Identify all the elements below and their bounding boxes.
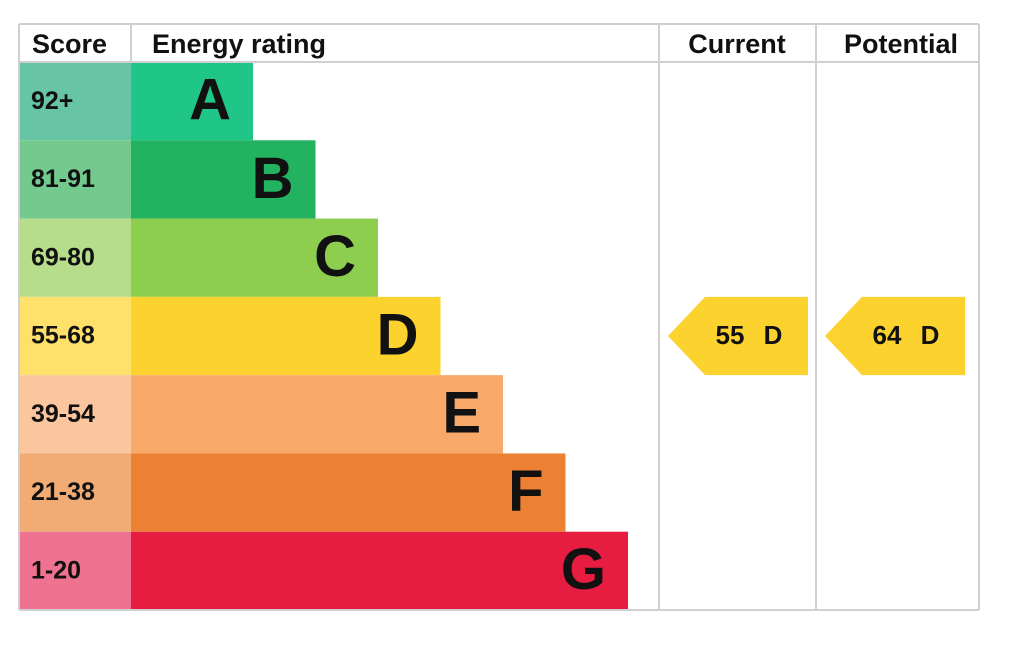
score-label: 1-20 [31, 556, 81, 584]
rating-letter: A [189, 67, 231, 132]
score-cell [19, 218, 131, 297]
rating-letter: B [252, 146, 294, 211]
score-cell [19, 531, 131, 610]
rating-letter: G [561, 537, 606, 602]
score-label: 92+ [31, 87, 73, 115]
arrow-letter: D [764, 320, 783, 350]
score-cell [19, 296, 131, 376]
rating-bar [131, 453, 566, 532]
rating-bar [131, 62, 253, 141]
header-potential: Potential [844, 29, 958, 59]
score-cell [19, 140, 131, 219]
score-label: 39-54 [31, 400, 95, 428]
rating-letter: C [314, 224, 356, 289]
rating-bar [131, 375, 503, 454]
rating-letter: D [377, 302, 419, 367]
rating-bar [131, 296, 441, 376]
arrow-value: 64 [873, 320, 902, 350]
header-score: Score [32, 29, 107, 59]
score-label: 81-91 [31, 165, 95, 193]
rating-letter: E [442, 381, 481, 446]
arrow-letter: D [921, 320, 940, 350]
rating-bar [131, 531, 628, 610]
score-cell [19, 453, 131, 532]
score-cell [19, 375, 131, 454]
score-cell [19, 62, 131, 141]
score-label: 55-68 [31, 322, 95, 350]
arrow-value: 55 [716, 320, 745, 350]
rating-arrow [825, 296, 965, 376]
rating-letter: F [508, 459, 543, 524]
header-rating: Energy rating [152, 29, 326, 59]
rating-bar [131, 140, 316, 219]
rating-arrow [668, 296, 808, 376]
rating-bar [131, 218, 378, 297]
score-label: 69-80 [31, 243, 95, 271]
header-current: Current [688, 29, 786, 59]
score-label: 21-38 [31, 478, 95, 506]
